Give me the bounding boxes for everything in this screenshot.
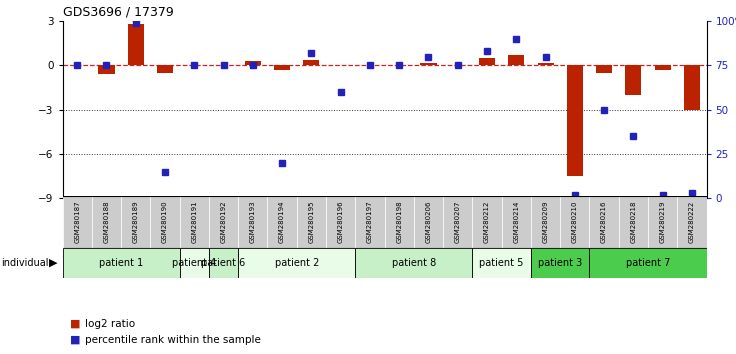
Bar <box>479 58 495 65</box>
Text: patient 4: patient 4 <box>172 258 216 268</box>
FancyBboxPatch shape <box>590 248 707 278</box>
Text: GSM280222: GSM280222 <box>689 201 695 243</box>
FancyBboxPatch shape <box>677 196 707 248</box>
Text: GSM280216: GSM280216 <box>601 201 607 243</box>
FancyBboxPatch shape <box>355 248 473 278</box>
Bar <box>157 65 173 73</box>
FancyBboxPatch shape <box>473 248 531 278</box>
Bar <box>274 65 290 70</box>
Text: GSM280212: GSM280212 <box>484 201 490 243</box>
Text: patient 5: patient 5 <box>479 258 524 268</box>
Text: patient 2: patient 2 <box>275 258 319 268</box>
Text: patient 6: patient 6 <box>202 258 246 268</box>
Text: ■: ■ <box>70 319 80 329</box>
FancyBboxPatch shape <box>473 196 502 248</box>
FancyBboxPatch shape <box>384 196 414 248</box>
FancyBboxPatch shape <box>414 196 443 248</box>
Bar <box>245 61 261 65</box>
FancyBboxPatch shape <box>560 196 590 248</box>
FancyBboxPatch shape <box>443 196 473 248</box>
Text: percentile rank within the sample: percentile rank within the sample <box>85 335 261 345</box>
FancyBboxPatch shape <box>150 196 180 248</box>
Bar <box>567 65 583 176</box>
Text: GSM280194: GSM280194 <box>279 201 285 243</box>
Text: GSM280188: GSM280188 <box>104 201 110 243</box>
Text: GSM280195: GSM280195 <box>308 201 314 243</box>
Text: GSM280196: GSM280196 <box>338 201 344 243</box>
Text: GSM280198: GSM280198 <box>396 201 402 243</box>
FancyBboxPatch shape <box>531 196 560 248</box>
FancyBboxPatch shape <box>238 196 267 248</box>
FancyBboxPatch shape <box>590 196 619 248</box>
Bar <box>127 24 144 65</box>
Bar <box>596 65 612 73</box>
FancyBboxPatch shape <box>648 196 677 248</box>
Text: GSM280218: GSM280218 <box>630 201 637 243</box>
FancyBboxPatch shape <box>180 196 209 248</box>
FancyBboxPatch shape <box>209 248 238 278</box>
FancyBboxPatch shape <box>502 196 531 248</box>
FancyBboxPatch shape <box>180 248 209 278</box>
FancyBboxPatch shape <box>121 196 150 248</box>
Text: GSM280206: GSM280206 <box>425 201 431 243</box>
FancyBboxPatch shape <box>297 196 326 248</box>
FancyBboxPatch shape <box>209 196 238 248</box>
FancyBboxPatch shape <box>326 196 355 248</box>
Text: GSM280192: GSM280192 <box>221 201 227 243</box>
Text: GSM280191: GSM280191 <box>191 201 197 243</box>
FancyBboxPatch shape <box>355 196 384 248</box>
Text: GSM280190: GSM280190 <box>162 201 168 243</box>
Text: log2 ratio: log2 ratio <box>85 319 135 329</box>
Bar <box>537 63 553 65</box>
Text: GSM280187: GSM280187 <box>74 201 80 243</box>
Bar <box>420 63 436 65</box>
Bar <box>626 65 642 95</box>
Text: patient 1: patient 1 <box>99 258 144 268</box>
Text: GSM280197: GSM280197 <box>367 201 373 243</box>
Bar <box>99 65 115 74</box>
Text: GSM280209: GSM280209 <box>542 201 548 243</box>
Text: patient 7: patient 7 <box>626 258 670 268</box>
Text: individual: individual <box>1 258 49 268</box>
Bar <box>303 59 319 65</box>
Bar <box>684 65 700 110</box>
Text: GDS3696 / 17379: GDS3696 / 17379 <box>63 6 173 19</box>
Bar <box>509 55 524 65</box>
Text: GSM280210: GSM280210 <box>572 201 578 243</box>
Text: GSM280207: GSM280207 <box>455 201 461 243</box>
Text: patient 3: patient 3 <box>538 258 582 268</box>
FancyBboxPatch shape <box>238 248 355 278</box>
FancyBboxPatch shape <box>619 196 648 248</box>
Text: GSM280193: GSM280193 <box>250 201 256 243</box>
Text: GSM280214: GSM280214 <box>513 201 520 243</box>
FancyBboxPatch shape <box>63 196 92 248</box>
Text: GSM280219: GSM280219 <box>659 201 665 243</box>
Text: ▶: ▶ <box>49 258 58 268</box>
FancyBboxPatch shape <box>267 196 297 248</box>
FancyBboxPatch shape <box>63 248 180 278</box>
Text: ■: ■ <box>70 335 80 345</box>
Text: GSM280189: GSM280189 <box>132 201 139 243</box>
FancyBboxPatch shape <box>92 196 121 248</box>
Bar <box>654 65 670 70</box>
Text: patient 8: patient 8 <box>392 258 436 268</box>
FancyBboxPatch shape <box>531 248 590 278</box>
